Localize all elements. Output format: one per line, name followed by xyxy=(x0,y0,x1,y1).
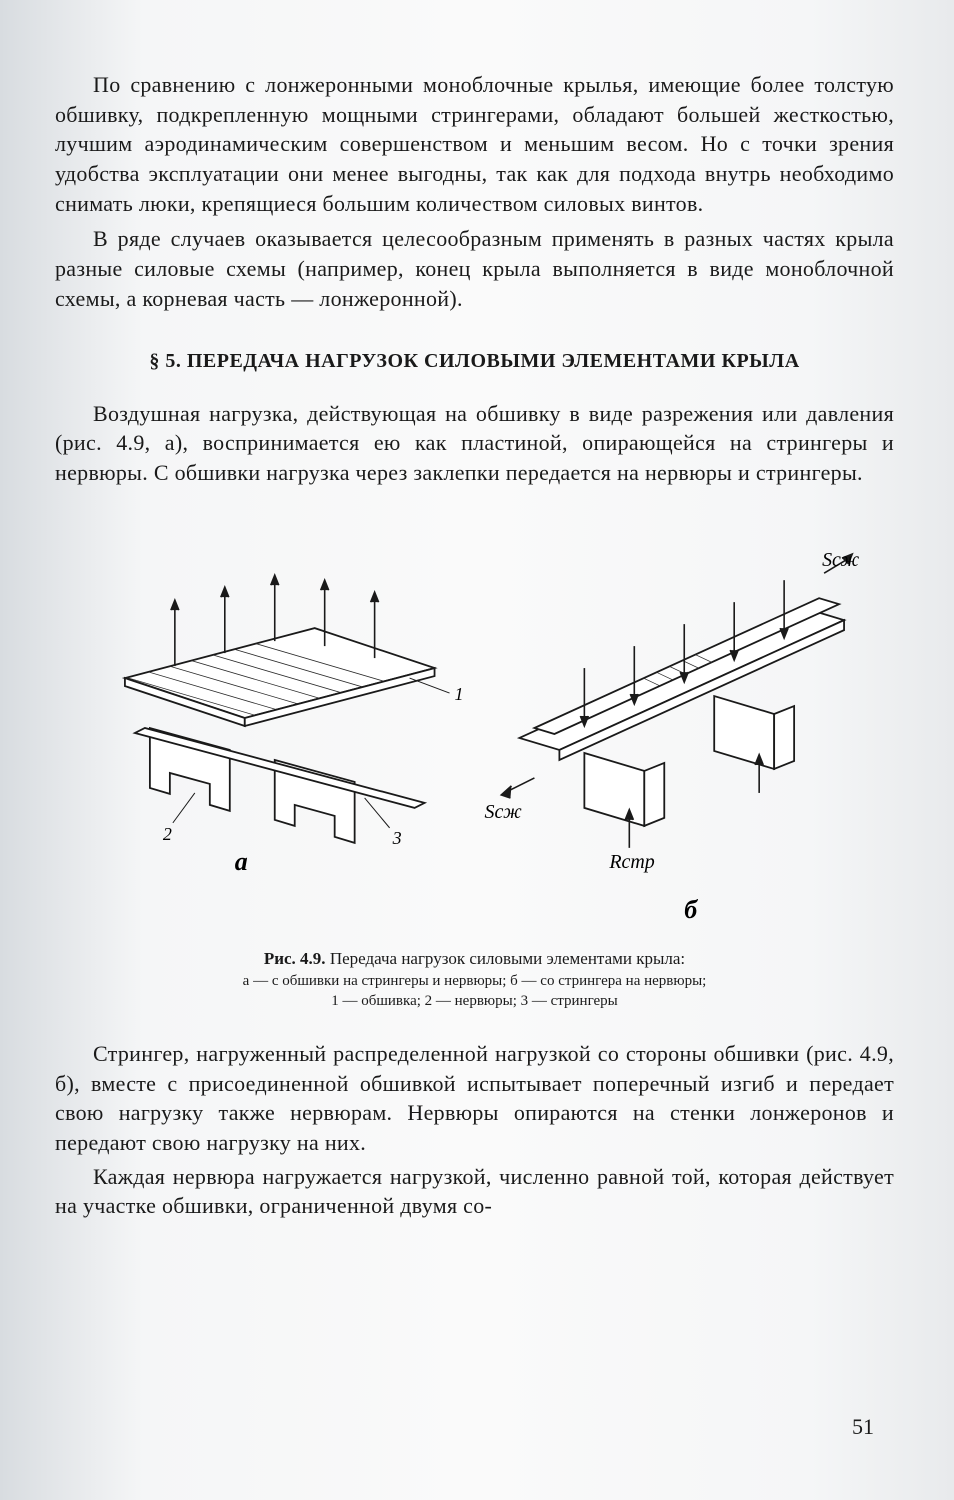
label-b: б xyxy=(684,894,698,923)
figure-caption: Рис. 4.9. Передача нагрузок силовыми эле… xyxy=(55,948,894,1011)
paragraph-5: Каждая нервюра нагружается нагрузкой, чи… xyxy=(55,1162,894,1221)
caption-title-text: Передача нагрузок силовыми элементами кр… xyxy=(326,949,686,968)
label-a: а xyxy=(235,846,248,875)
label-s-top: Sсж xyxy=(822,549,860,571)
caption-line-3: 1 — обшивка; 2 — нервюры; 3 — стрингеры xyxy=(55,991,894,1011)
paragraph-3: Воздушная нагрузка, действующая на обшив… xyxy=(55,399,894,488)
label-s-bot: Sсж xyxy=(484,800,522,822)
label-r: Rстр xyxy=(608,850,654,872)
paragraph-1: По сравнению с лонжеронными моноблочные … xyxy=(55,70,894,218)
paragraph-4: Стрингер, нагруженный распределенной наг… xyxy=(55,1039,894,1158)
label-2: 2 xyxy=(163,823,172,843)
label-3: 3 xyxy=(392,827,402,847)
diagram-a xyxy=(115,575,455,843)
diagram-b xyxy=(501,554,864,848)
section-heading: § 5. ПЕРЕДАЧА НАГРУЗОК СИЛОВЫМИ ЭЛЕМЕНТА… xyxy=(55,350,894,373)
caption-line-2: а — с обшивки на стрингеры и нервюры; б … xyxy=(55,971,894,991)
page-number: 51 xyxy=(852,1414,874,1440)
paragraph-2: В ряде случаев оказывается целесообразны… xyxy=(55,224,894,313)
label-1: 1 xyxy=(455,684,464,704)
caption-bold: Рис. 4.9. xyxy=(264,949,326,968)
figure-svg: 1 2 3 а xyxy=(55,518,894,938)
figure-4-9: 1 2 3 а xyxy=(55,518,894,938)
